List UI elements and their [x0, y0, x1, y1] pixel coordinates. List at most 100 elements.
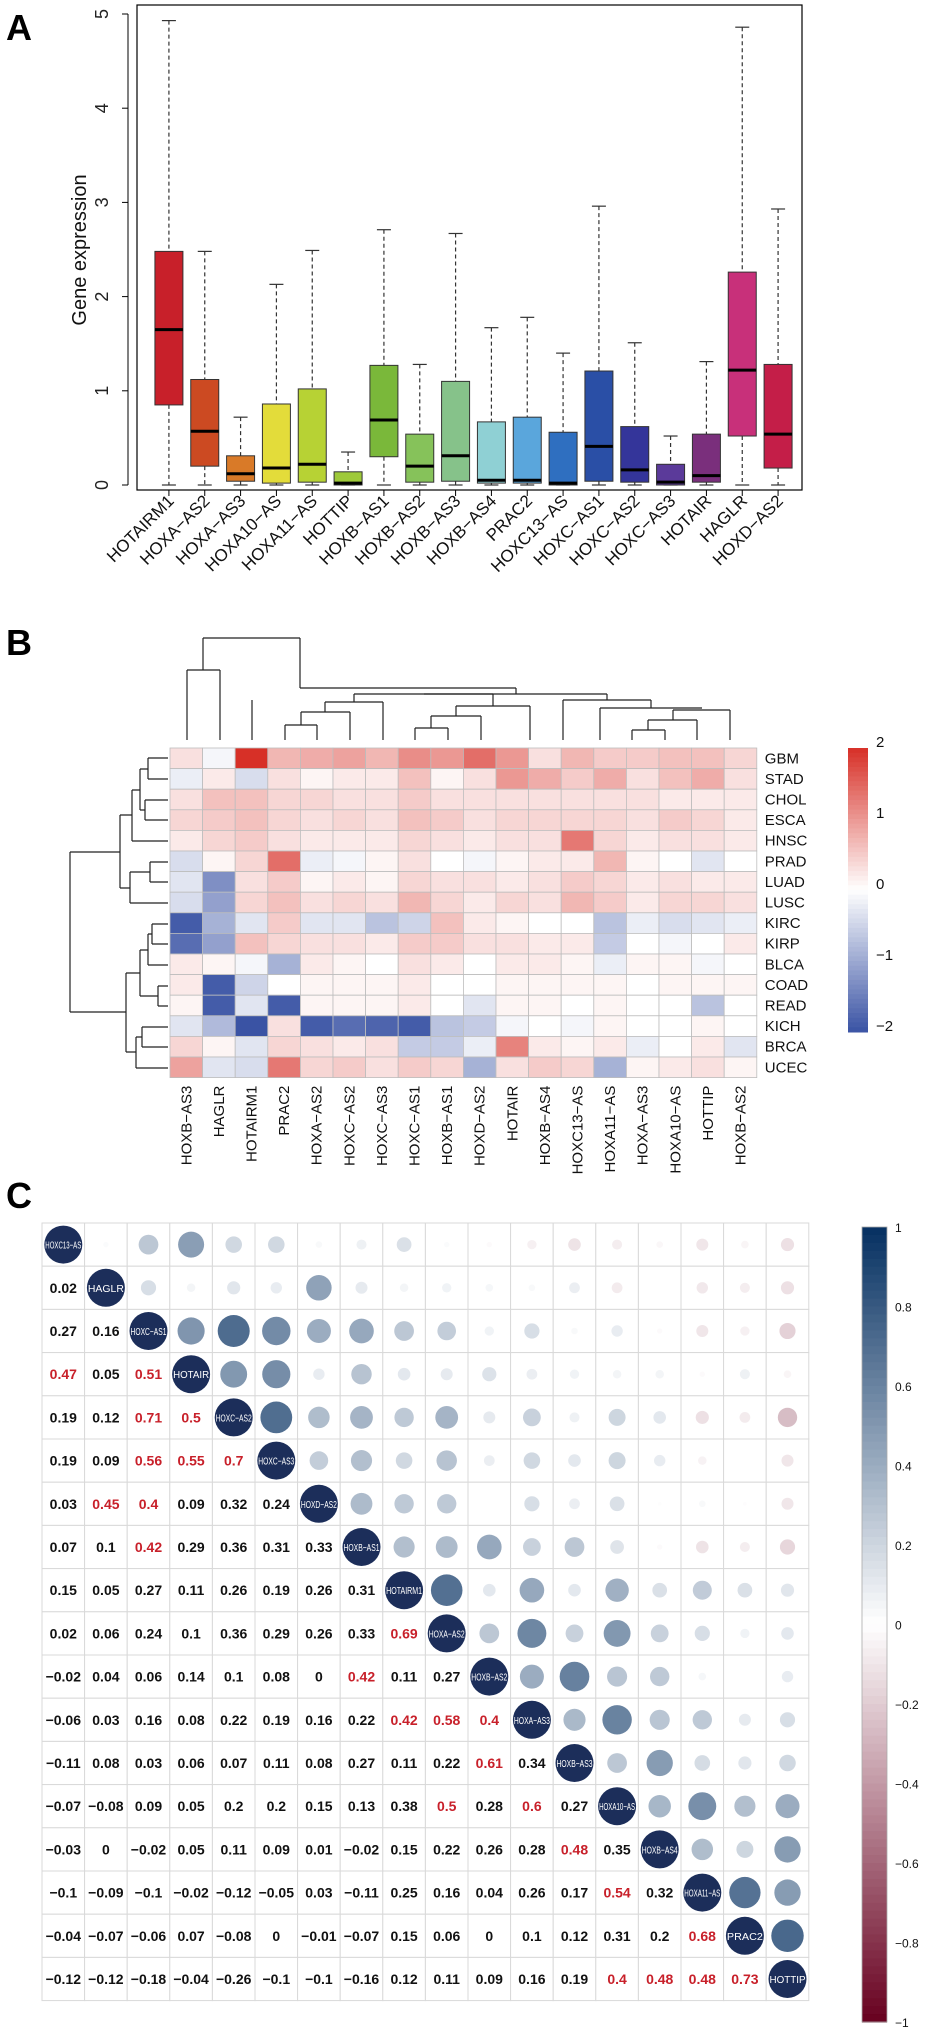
diagonal-label: HOXA−AS3 [514, 1716, 550, 1727]
heatmap-cell [365, 1036, 399, 1058]
heatmap-cell [202, 1056, 236, 1079]
heatmap-cell [299, 1036, 334, 1058]
correlation-circle [523, 1452, 541, 1469]
correlation-circle [692, 1710, 712, 1730]
colorbar-segment [848, 975, 868, 981]
heatmap-cell [267, 933, 301, 955]
heatmap-cell [299, 994, 334, 1017]
heatmap-cell [658, 747, 692, 770]
corr-grid-cell [169, 1740, 213, 1786]
correlation-circle [736, 1840, 754, 1858]
heatmap-cell [234, 747, 269, 770]
colorbar-segment [862, 1322, 887, 1331]
heatmap-cell [365, 891, 399, 914]
colorbar-segment [848, 899, 868, 905]
correlation-circle [393, 1536, 415, 1558]
colorbar-segment [848, 890, 868, 896]
column-dendrogram-branch [455, 705, 531, 740]
column-dendrogram-branch [599, 707, 702, 740]
correlation-circle [740, 1628, 750, 1639]
heatmap-cell [626, 830, 660, 852]
colorbar-segment [848, 847, 868, 853]
corr-grid-cell [510, 1913, 554, 1958]
correlation-value: −0.26 [216, 1971, 252, 1987]
correlation-circle [781, 1627, 794, 1640]
box [763, 363, 793, 469]
diagonal-label: HOXB−AS2 [471, 1673, 507, 1684]
colorbar-segment [848, 861, 868, 867]
heatmap-cell [169, 912, 203, 934]
colorbar-segment [862, 1370, 887, 1379]
heatmap-cell [332, 1056, 366, 1079]
correlation-value: 0.1 [522, 1928, 542, 1944]
correlation-value: 0.11 [263, 1755, 290, 1771]
correlation-value: 0 [102, 1841, 110, 1857]
correlation-circle [612, 1369, 622, 1379]
correlation-value: 0.22 [433, 1755, 460, 1771]
heatmap-cell [528, 830, 562, 852]
heatmap-cell [169, 871, 203, 893]
corr-grid-cell [254, 1524, 299, 1570]
colorbar-tick-label: −1 [876, 947, 893, 964]
correlation-circle [486, 1241, 492, 1248]
corr-grid-cell [339, 1568, 384, 1613]
correlation-value: 0.07 [177, 1928, 204, 1944]
corr-grid-cell [382, 1956, 426, 2002]
correlation-value: −0.07 [46, 1798, 82, 1814]
heatmap-cell [626, 788, 660, 811]
colorbar-segment [862, 1672, 887, 1681]
correlation-circle [741, 1240, 749, 1249]
colorbar-segment [862, 1449, 887, 1459]
heatmap-cell [332, 994, 366, 1017]
heatmap-cell [299, 830, 334, 852]
correlation-value: 0.07 [220, 1755, 247, 1771]
colorbar-segment [848, 923, 868, 929]
correlation-value: 0.32 [220, 1496, 247, 1512]
heatmap-cell [593, 1036, 627, 1058]
colorbar-segment [862, 1457, 887, 1467]
corr-grid-cell [169, 1611, 213, 1656]
heatmap-cell [397, 912, 432, 934]
correlation-circle [743, 1501, 747, 1506]
correlation-circle [740, 1326, 750, 1336]
heatmap-cell [658, 912, 692, 934]
box [369, 364, 399, 458]
correlation-circle [350, 1406, 373, 1429]
colorbar-segment [848, 918, 868, 924]
corr-grid-cell [637, 1956, 682, 2002]
correlation-value: 0.2 [650, 1928, 670, 1944]
column-dendrogram-branch [202, 637, 300, 740]
heatmap-cell [169, 974, 203, 996]
heatmap-cell [626, 891, 660, 914]
heatmap-cell [202, 850, 236, 873]
row-label: HNSC [765, 833, 808, 850]
row-dendrogram-branch [139, 949, 158, 997]
colorbar-segment [848, 994, 868, 1000]
correlation-value: 0.05 [92, 1582, 119, 1598]
heatmap-cell [528, 1056, 562, 1079]
colorbar-segment [862, 1823, 887, 1832]
correlation-circle [698, 1672, 707, 1681]
heatmap-cell [365, 788, 399, 811]
correlation-circle [444, 1241, 450, 1248]
heatmap-cell [299, 974, 334, 996]
heatmap-cell [462, 747, 497, 770]
column-dendrogram-branch [300, 687, 517, 694]
correlation-value: 0.19 [263, 1582, 290, 1598]
column-dendrogram-branch [562, 699, 652, 740]
diagonal-node [725, 1916, 764, 1955]
correlation-value: −0.05 [259, 1885, 295, 1901]
heatmap-cell [462, 933, 497, 955]
correlation-circle [528, 1284, 536, 1292]
correlation-value: 0.15 [390, 1928, 417, 1944]
diagonal-label: HOXB−AS1 [344, 1543, 380, 1554]
heatmap-cell [430, 768, 464, 790]
correlation-circle [650, 1666, 670, 1687]
heatmap-cell [234, 1056, 269, 1079]
colorbar-segment [848, 752, 868, 758]
box [584, 370, 614, 482]
correlation-circle [306, 1275, 332, 1301]
heatmap-cell [528, 850, 562, 873]
heatmap-cell [267, 768, 301, 790]
